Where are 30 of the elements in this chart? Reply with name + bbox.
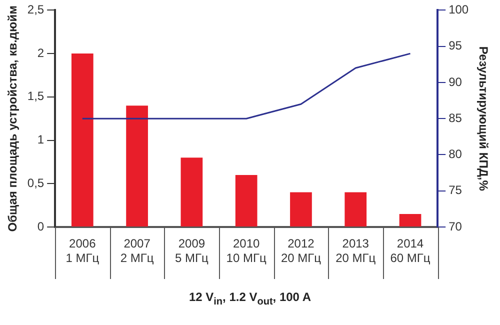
- x-tick-label: 2012 20 МГц: [280, 236, 322, 265]
- y-tick-label: 0: [37, 219, 44, 234]
- y-axis-title: Общая площадь устройства, кв.дюйм: [6, 5, 20, 232]
- bar: [180, 158, 203, 226]
- bar: [71, 54, 94, 226]
- y-tick-label: 1: [37, 132, 44, 147]
- bar: [399, 214, 422, 226]
- x-tick-label: 2006 1 МГц: [66, 236, 100, 265]
- y2-tick-label: 70: [448, 219, 462, 234]
- y2-tick-label: 90: [448, 74, 462, 89]
- y2-tick-label: 75: [448, 183, 462, 198]
- y-tick-label: 2: [37, 46, 44, 60]
- y2-tick-label: 100: [448, 2, 469, 17]
- x-tick-label: 2013 20 МГц: [336, 236, 376, 265]
- x-tick-label: 2007 2 МГц: [120, 236, 154, 265]
- x-axis-title: 12 V$_{in}$, 1.2 V$_{out}$, 100 A: [188, 290, 312, 308]
- x-tick-label: 2010 10 МГц: [226, 236, 266, 265]
- y-tick-label: 2,5: [27, 2, 44, 17]
- bar: [235, 174, 258, 226]
- x-tick-label: 2009 5 МГц: [175, 236, 208, 265]
- y2-axis-title: Результирующий КПД,%: [476, 46, 490, 192]
- x-tick-label: 2014 60 МГц: [390, 236, 430, 265]
- y2-tick-label: 80: [448, 147, 462, 162]
- bar: [126, 106, 148, 226]
- y2-tick-label: 85: [448, 110, 462, 125]
- bar: [290, 192, 312, 226]
- bar: [344, 192, 367, 226]
- y-tick-label: 1,5: [27, 89, 44, 104]
- y-tick-label: 0,5: [27, 176, 44, 190]
- y2-tick-label: 95: [448, 38, 462, 53]
